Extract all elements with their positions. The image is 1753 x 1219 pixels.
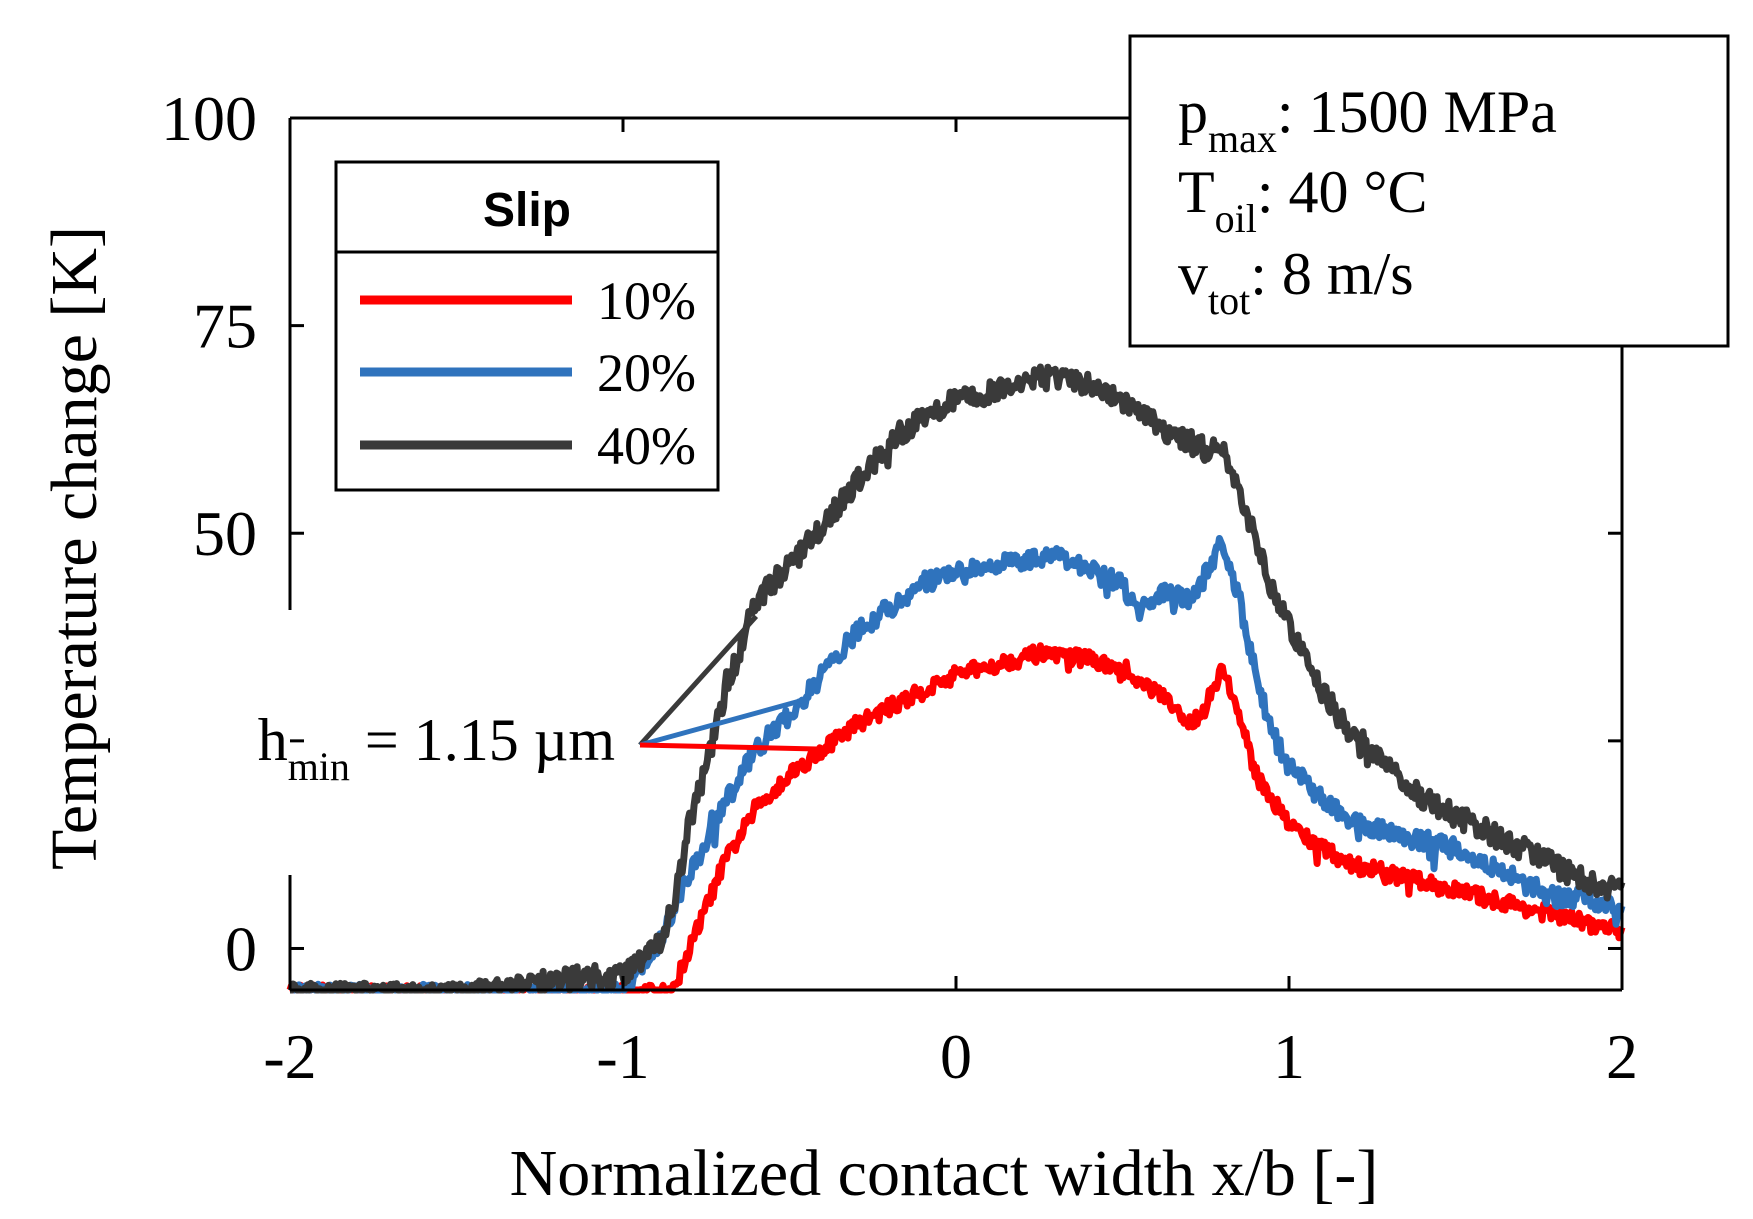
legend-label-20pct: 20%	[597, 343, 696, 403]
x-axis-title: Normalized contact width x/b [-]	[510, 1137, 1379, 1210]
x-tick-label: -2	[263, 1021, 316, 1092]
legend-label-10pct: 10%	[597, 271, 696, 331]
y-tick-label: 75	[193, 291, 257, 362]
legend-label-40pct: 40%	[597, 416, 696, 476]
y-tick-label: 100	[161, 83, 257, 154]
annotation-pointer-20pct	[639, 696, 807, 748]
info-line-max: pmax: 1500 MPa	[1178, 79, 1557, 161]
x-tick-label: 0	[940, 1021, 972, 1092]
ticks-layer: -2 -1 0 1 2 0 50 75 100	[161, 83, 1638, 1092]
info-line-tot: vtot: 8 m/s	[1178, 241, 1414, 323]
annotation-hmin: hmin = 1.15 µm	[258, 707, 615, 789]
y-axis-title: Temperature change [K]	[38, 226, 111, 870]
y-tick-label: 0	[225, 913, 257, 984]
y-tick-label: 50	[193, 498, 257, 569]
legend-box	[334, 160, 720, 492]
annotation-layer: hmin = 1.15 µm	[258, 614, 823, 789]
legend-title: Slip	[483, 184, 571, 237]
legend: Slip 10% 20% 40%	[334, 160, 720, 492]
x-tick-label: -1	[596, 1021, 649, 1092]
x-tick-label: 1	[1273, 1021, 1305, 1092]
annotation-pointer-10pct	[639, 742, 823, 752]
x-tick-label: 2	[1606, 1021, 1638, 1092]
info-line-oil: Toil: 40 °C	[1178, 159, 1428, 241]
info-box-frame	[1128, 34, 1730, 348]
annotation-pointer-40pct	[638, 614, 759, 747]
